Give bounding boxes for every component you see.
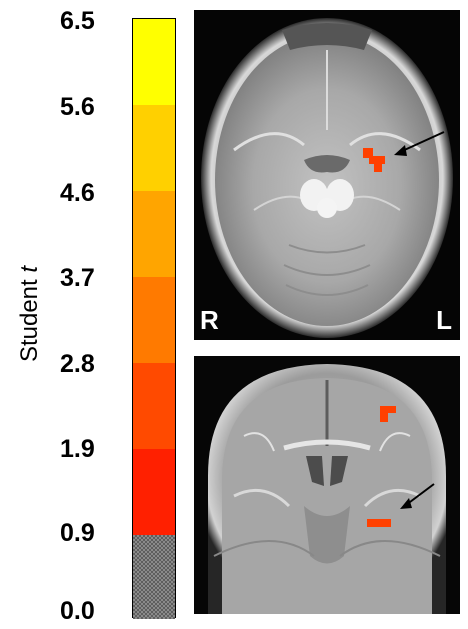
tick-label: 2.8 bbox=[60, 350, 95, 378]
colorbar-segment-5.6 bbox=[133, 105, 175, 191]
colorbar-segment-2.8 bbox=[133, 363, 175, 449]
tick-label: 6.5 bbox=[60, 7, 95, 35]
coronal-arrow-icon bbox=[400, 483, 435, 509]
axial-activation-cluster bbox=[363, 148, 385, 172]
axis-title-symbol: t bbox=[16, 265, 43, 273]
colorbar bbox=[132, 18, 176, 619]
coronal-brain-image bbox=[194, 356, 460, 614]
colorbar-segment-1.9 bbox=[133, 449, 175, 535]
tick-label: 1.9 bbox=[60, 435, 95, 463]
axial-arrow-icon bbox=[394, 131, 445, 156]
axial-brain-slice: R L bbox=[194, 10, 460, 340]
colorbar-segment-below-threshold bbox=[133, 535, 175, 619]
tick-label: 4.6 bbox=[60, 179, 95, 207]
colorbar-segment-6.5 bbox=[133, 19, 175, 105]
tick-label: 0.9 bbox=[60, 519, 95, 547]
coronal-brain-slice bbox=[194, 356, 460, 614]
tick-label: 0.0 bbox=[60, 597, 95, 625]
right-hemisphere-label: R bbox=[200, 305, 219, 335]
tick-label: 5.6 bbox=[60, 93, 95, 121]
axial-brain-image bbox=[194, 10, 460, 340]
colorbar-segment-3.7 bbox=[133, 277, 175, 363]
left-hemisphere-label: L bbox=[436, 305, 452, 335]
colorbar-axis-title: Student t bbox=[16, 224, 44, 404]
coronal-activation-clusters bbox=[367, 406, 396, 527]
colorbar-segment-4.6 bbox=[133, 191, 175, 277]
axis-title-text: Student bbox=[16, 279, 43, 363]
tick-label: 3.7 bbox=[60, 264, 95, 292]
